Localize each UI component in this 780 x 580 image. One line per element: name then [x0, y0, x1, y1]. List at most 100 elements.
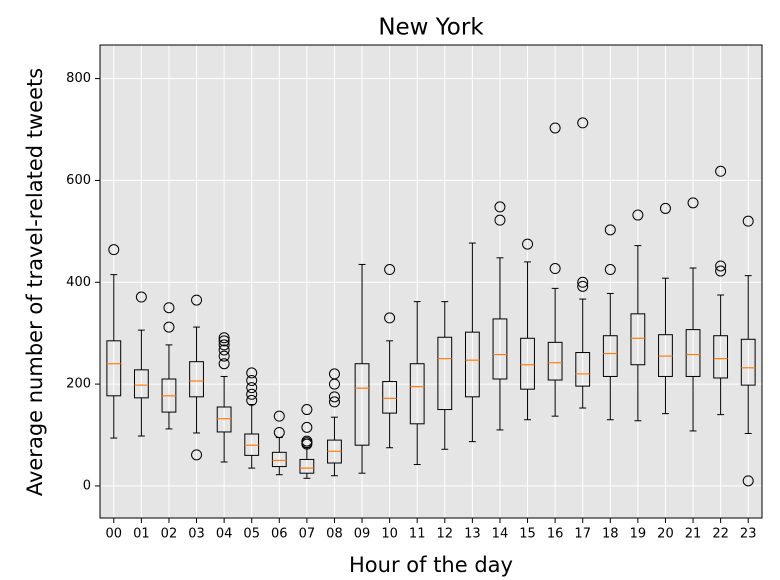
outlier — [163, 302, 175, 314]
outlier — [604, 264, 616, 276]
box — [189, 361, 204, 398]
box — [547, 341, 563, 381]
x-tick-label: 09 — [354, 527, 371, 542]
box — [106, 340, 122, 397]
outlier — [577, 280, 589, 292]
box — [437, 336, 453, 411]
outlier — [687, 197, 699, 209]
x-tick-label: 17 — [574, 527, 591, 542]
outlier — [273, 426, 285, 438]
outlier — [246, 367, 258, 379]
box — [520, 337, 535, 390]
outlier — [246, 394, 258, 406]
x-tick-label: 15 — [519, 527, 536, 542]
outlier — [715, 260, 727, 272]
outlier — [715, 265, 727, 277]
outlier — [328, 391, 340, 403]
outlier — [108, 244, 120, 256]
outlier — [273, 410, 285, 422]
outlier — [163, 321, 175, 333]
x-tick-label: 21 — [685, 527, 702, 542]
box — [685, 329, 701, 377]
outlier — [715, 165, 727, 177]
x-tick-label: 08 — [326, 527, 343, 542]
outlier — [218, 339, 230, 351]
x-tick-label: 16 — [547, 527, 564, 542]
outlier — [384, 264, 396, 276]
outlier — [742, 215, 754, 227]
outlier — [659, 202, 671, 214]
outlier — [742, 475, 754, 487]
outlier — [494, 201, 506, 213]
outlier — [191, 294, 203, 306]
y-tick-label: 600 — [66, 173, 91, 188]
outlier — [246, 382, 258, 394]
outlier — [604, 224, 616, 236]
outlier — [218, 335, 230, 347]
outlier — [494, 214, 506, 226]
box — [602, 335, 618, 377]
box — [271, 451, 287, 468]
box — [575, 352, 591, 387]
outlier — [246, 375, 258, 387]
outlier — [577, 276, 589, 288]
y-tick-label: 0 — [83, 478, 91, 493]
outlier — [191, 449, 203, 461]
box — [299, 458, 315, 474]
outlier — [246, 388, 258, 400]
y-tick-label: 400 — [66, 275, 91, 290]
x-tick-label: 14 — [492, 527, 509, 542]
outlier — [301, 437, 313, 449]
box — [630, 313, 646, 366]
plot-background — [100, 45, 762, 518]
box — [354, 363, 370, 446]
x-tick-label: 11 — [409, 527, 426, 542]
x-tick-label: 04 — [216, 527, 233, 542]
outlier — [384, 312, 396, 324]
box — [216, 406, 232, 433]
y-axis-label: Average number of travel-related tweets — [23, 68, 47, 496]
y-tick-label: 800 — [66, 71, 91, 86]
outlier — [549, 263, 561, 275]
x-tick-label: 19 — [630, 527, 647, 542]
box — [464, 331, 480, 398]
outlier — [218, 344, 230, 356]
x-tick-label: 13 — [464, 527, 481, 542]
x-tick-label: 00 — [106, 527, 123, 542]
x-tick-label: 18 — [602, 527, 619, 542]
x-tick-label: 03 — [188, 527, 205, 542]
box — [740, 338, 756, 386]
plot-frame — [99, 44, 763, 519]
x-axis-label: Hour of the day — [349, 553, 513, 577]
outlier — [301, 404, 313, 416]
chart-title: New York — [378, 15, 484, 41]
outlier — [328, 378, 340, 390]
x-tick-label: 06 — [271, 527, 288, 542]
outlier — [135, 291, 147, 303]
box — [713, 335, 729, 379]
box — [133, 369, 149, 399]
x-tick-label: 23 — [740, 527, 757, 542]
outlier — [632, 209, 644, 221]
x-tick-label: 10 — [381, 527, 398, 542]
outlier — [328, 396, 340, 408]
y-tick-label: 200 — [66, 377, 91, 392]
x-tick-label: 12 — [437, 527, 454, 542]
outlier — [577, 117, 589, 129]
outlier — [522, 238, 534, 250]
x-tick-label: 20 — [657, 527, 674, 542]
outlier — [218, 332, 230, 344]
box — [409, 363, 425, 425]
x-tick-label: 07 — [299, 527, 316, 542]
outlier — [301, 421, 313, 433]
outlier — [549, 122, 561, 134]
outlier — [218, 358, 230, 370]
x-tick-label: 22 — [712, 527, 729, 542]
box — [382, 381, 398, 414]
x-tick-label: 05 — [243, 527, 260, 542]
box — [492, 318, 508, 380]
x-tick-label: 02 — [161, 527, 178, 542]
x-tick-label: 01 — [133, 527, 150, 542]
outlier — [218, 350, 230, 362]
